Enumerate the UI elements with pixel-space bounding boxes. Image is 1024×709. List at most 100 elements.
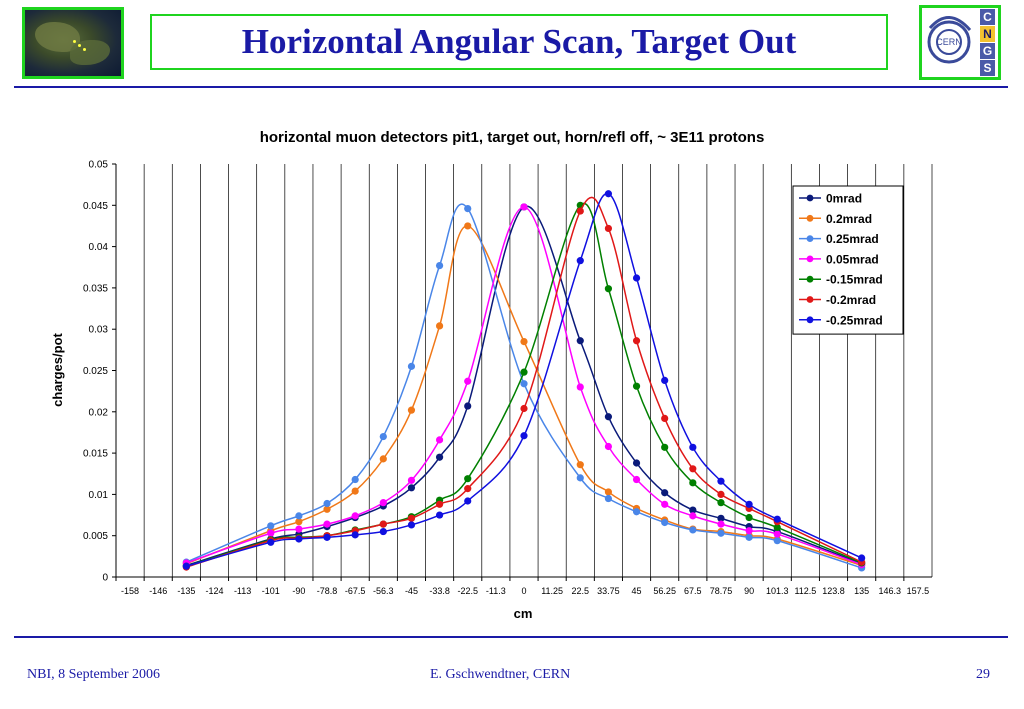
data-point xyxy=(661,518,669,527)
x-tick-label: 0 xyxy=(521,586,526,596)
footer-page-number: 29 xyxy=(976,667,990,682)
data-point xyxy=(464,222,472,230)
y-tick-label: 0.01 xyxy=(89,490,109,501)
data-point xyxy=(689,526,697,534)
data-point xyxy=(717,514,725,522)
x-tick-label: 11.25 xyxy=(541,586,563,596)
data-point xyxy=(323,499,331,508)
data-point xyxy=(407,521,416,529)
data-point xyxy=(773,537,781,545)
data-point xyxy=(464,402,472,410)
y-tick-label: 0.03 xyxy=(89,325,109,336)
x-tick-label: 90 xyxy=(744,586,754,596)
y-tick-label: 0.04 xyxy=(89,242,109,253)
data-point xyxy=(773,530,781,538)
data-point xyxy=(604,224,613,233)
x-tick-label: -78.8 xyxy=(317,586,338,596)
data-point xyxy=(632,382,641,390)
data-point xyxy=(576,257,584,265)
cern-cngs-logo: CERN C N G S xyxy=(919,5,1001,80)
x-tick-label: 56.25 xyxy=(653,586,676,596)
data-point xyxy=(323,533,331,541)
data-point xyxy=(520,337,528,346)
x-tick-label: -146 xyxy=(149,586,167,596)
x-tick-label: 146.3 xyxy=(879,586,902,596)
data-point xyxy=(407,406,416,414)
legend-label: -0.2mrad xyxy=(826,293,876,307)
y-tick-label: 0.025 xyxy=(83,366,108,377)
data-point xyxy=(773,523,781,532)
data-point xyxy=(323,505,331,513)
series-line xyxy=(186,192,862,567)
x-tick-label: 67.5 xyxy=(684,586,702,596)
data-point xyxy=(689,443,697,451)
data-point xyxy=(379,499,387,507)
europe-map-logo xyxy=(22,7,124,79)
data-point xyxy=(689,479,697,487)
data-point xyxy=(717,477,725,485)
data-point xyxy=(295,535,303,543)
data-point xyxy=(295,525,303,533)
legend-swatch-marker xyxy=(806,255,814,263)
x-tick-label: 22.5 xyxy=(572,586,590,596)
data-point xyxy=(351,487,359,495)
x-axis-label: cm xyxy=(514,606,533,621)
y-tick-label: 0.045 xyxy=(83,201,108,212)
data-point xyxy=(407,484,416,492)
data-point xyxy=(464,377,472,385)
x-tick-label: 33.75 xyxy=(597,586,620,596)
legend-swatch-marker xyxy=(806,296,814,303)
x-tick-label: -45 xyxy=(405,586,418,596)
data-point xyxy=(407,476,416,484)
data-point xyxy=(632,274,641,282)
legend-label: 0.25mrad xyxy=(826,232,879,246)
data-point xyxy=(661,500,669,508)
data-point xyxy=(435,436,444,444)
data-point xyxy=(604,285,613,293)
data-point xyxy=(295,512,303,520)
data-point xyxy=(435,261,444,270)
legend-swatch-marker xyxy=(806,194,814,202)
data-point xyxy=(632,508,641,516)
data-point xyxy=(267,538,275,546)
legend-label: 0mrad xyxy=(826,192,862,206)
slide-title: Horizontal Angular Scan, Target Out xyxy=(241,22,797,61)
data-point xyxy=(464,205,472,213)
data-point xyxy=(717,520,725,528)
x-tick-label: 78.75 xyxy=(710,586,733,596)
data-point xyxy=(661,443,669,451)
data-point xyxy=(745,527,753,535)
legend-label: -0.25mrad xyxy=(826,313,883,327)
chart-title: horizontal muon detectors pit1, target o… xyxy=(260,129,765,146)
x-tick-label: -11.3 xyxy=(486,586,506,596)
x-tick-label: 135 xyxy=(854,586,869,596)
slide-title-box: Horizontal Angular Scan, Target Out xyxy=(150,14,888,70)
x-tick-label: -56.3 xyxy=(373,586,394,596)
data-point xyxy=(661,414,669,423)
data-point xyxy=(520,404,528,413)
x-tick-label: -113 xyxy=(234,586,251,596)
data-point xyxy=(576,461,584,469)
data-point xyxy=(576,337,584,345)
data-point xyxy=(295,518,303,526)
legend-label: -0.15mrad xyxy=(826,273,883,287)
data-point xyxy=(632,475,641,484)
data-point xyxy=(379,455,387,463)
x-tick-label: -158 xyxy=(121,586,139,596)
data-point xyxy=(604,494,613,503)
legend-swatch-marker xyxy=(806,214,814,222)
y-tick-label: 0.05 xyxy=(89,160,109,171)
cern-logo-icon: CERN xyxy=(927,16,972,64)
legend-label: 0.2mrad xyxy=(826,212,872,226)
muon-detector-chart: horizontal muon detectors pit1, target o… xyxy=(50,129,933,621)
data-point xyxy=(520,432,528,440)
data-point xyxy=(267,529,275,537)
cngs-letter-c: C xyxy=(980,9,995,25)
data-point xyxy=(632,459,641,467)
data-point xyxy=(745,533,753,541)
data-point xyxy=(464,485,472,493)
y-tick-label: 0 xyxy=(102,573,108,584)
x-tick-label: -124 xyxy=(205,586,223,596)
data-point xyxy=(407,362,416,370)
cngs-letter-n: N xyxy=(980,26,995,42)
